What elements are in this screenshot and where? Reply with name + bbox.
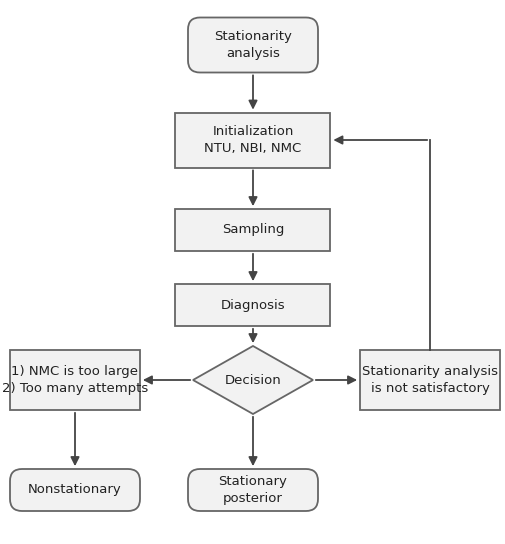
Bar bbox=[175, 284, 330, 326]
Text: Nonstationary: Nonstationary bbox=[28, 484, 122, 497]
FancyBboxPatch shape bbox=[188, 17, 317, 72]
Text: Stationary
posterior: Stationary posterior bbox=[218, 475, 287, 505]
Text: Stationarity analysis
is not satisfactory: Stationarity analysis is not satisfactor… bbox=[361, 365, 497, 395]
Text: Decision: Decision bbox=[224, 374, 281, 386]
Bar bbox=[175, 209, 330, 251]
Bar bbox=[10, 350, 140, 410]
FancyBboxPatch shape bbox=[188, 469, 317, 511]
Text: Sampling: Sampling bbox=[221, 224, 284, 237]
Bar bbox=[359, 350, 499, 410]
FancyBboxPatch shape bbox=[10, 469, 140, 511]
Polygon shape bbox=[192, 346, 313, 414]
Text: 1) NMC is too large
2) Too many attempts: 1) NMC is too large 2) Too many attempts bbox=[2, 365, 148, 395]
Text: Initialization
NTU, NBI, NMC: Initialization NTU, NBI, NMC bbox=[204, 125, 301, 155]
Text: Stationarity
analysis: Stationarity analysis bbox=[214, 30, 291, 60]
Text: Diagnosis: Diagnosis bbox=[220, 299, 285, 312]
Bar bbox=[175, 113, 330, 168]
